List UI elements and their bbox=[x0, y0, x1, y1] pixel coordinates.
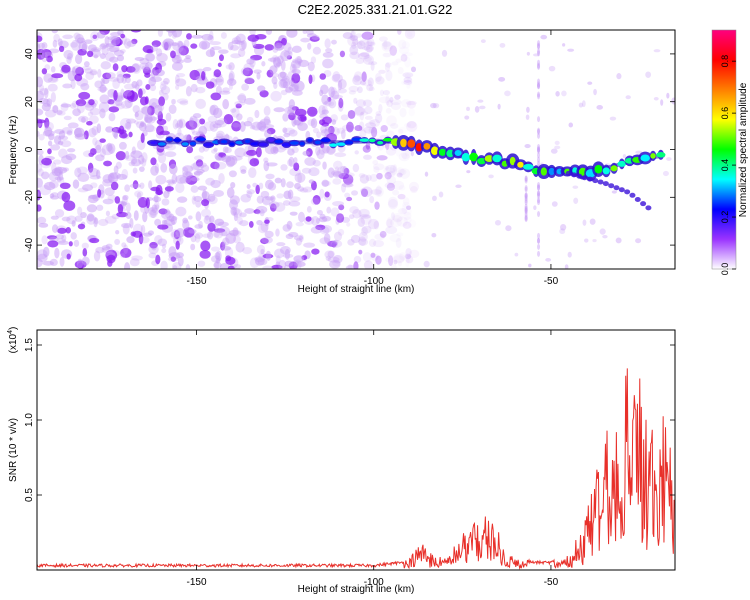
heatmap-x-label: Height of straight line (km) bbox=[298, 284, 415, 295]
heatmap-x-ticks: -150 -100 -50 bbox=[186, 30, 559, 287]
heatmap-area bbox=[37, 30, 675, 269]
heatmap-y-ticks: -40 -20 0 20 40 bbox=[24, 48, 675, 252]
colorbar-ticks: 0.0 0.2 0.4 0.6 0.8 bbox=[720, 55, 736, 275]
colorbar-tick-label: 0.2 bbox=[720, 211, 730, 224]
heatmap-ridge bbox=[147, 135, 666, 211]
heatmap-x-tick-label: -150 bbox=[186, 276, 206, 287]
heatmap-y-tick-label: 20 bbox=[24, 96, 35, 108]
snr-multiplier: (x104) bbox=[7, 327, 19, 354]
snr-x-tick-label: -50 bbox=[544, 577, 559, 588]
heatmap-x-tick-label: -50 bbox=[544, 276, 559, 287]
snr-x-ticks: -150 -100 -50 bbox=[186, 330, 559, 588]
snr-x-label: Height of straight line (km) bbox=[298, 584, 415, 595]
colorbar-frame bbox=[711, 29, 737, 270]
snr-frame bbox=[36, 329, 676, 571]
colorbar: 0.0 0.2 0.4 0.6 0.8 Normalized spectral ampl… bbox=[711, 29, 749, 275]
colorbar-label: Normalized spectral amplitude bbox=[738, 82, 749, 217]
snr-series-line bbox=[37, 368, 675, 570]
heatmap-y-tick-label: -20 bbox=[24, 190, 35, 205]
snr-y-tick-label: 1.5 bbox=[24, 338, 35, 352]
snr-y-tick-label: 1.0 bbox=[24, 413, 35, 427]
colorbar-gradient bbox=[712, 30, 736, 269]
snr-y-ticks: 0.5 1.0 1.5 bbox=[24, 338, 675, 502]
colorbar-tick-label: 0.0 bbox=[720, 263, 730, 276]
heatmap-y-tick-label: -40 bbox=[24, 237, 35, 252]
snr-y-label: SNR (10 * v/v) bbox=[8, 418, 19, 482]
snr-x-tick-label: -100 bbox=[364, 577, 384, 588]
heatmap-noise bbox=[37, 30, 675, 269]
snr-multiplier-exp: 4 bbox=[7, 330, 14, 334]
colorbar-tick-label: 0.8 bbox=[720, 55, 730, 68]
snr-x-tick-label: -150 bbox=[186, 577, 206, 588]
colorbar-tick-label: 0.4 bbox=[720, 159, 730, 172]
heatmap-panel: -150 -100 -50 -40 -20 0 20 40 Height of straig… bbox=[8, 29, 676, 295]
snr-multiplier-base: (x10 bbox=[8, 333, 19, 353]
snr-y-tick-label: 0.5 bbox=[24, 488, 35, 502]
heatmap-y-tick-label: 40 bbox=[24, 48, 35, 60]
snr-panel: -150 -100 -50 0.5 1.0 1.5 Height of straight… bbox=[7, 327, 676, 595]
snr-plot-area bbox=[37, 330, 675, 570]
colorbar-tick-label: 0.6 bbox=[720, 107, 730, 120]
heatmap-y-label: Frequency (Hz) bbox=[8, 116, 19, 185]
figure-title: C2E2.2025.331.21.01.G22 bbox=[298, 2, 453, 17]
heatmap-y-tick-label: 0 bbox=[24, 146, 35, 152]
heatmap-x-tick-label: -100 bbox=[364, 276, 384, 287]
